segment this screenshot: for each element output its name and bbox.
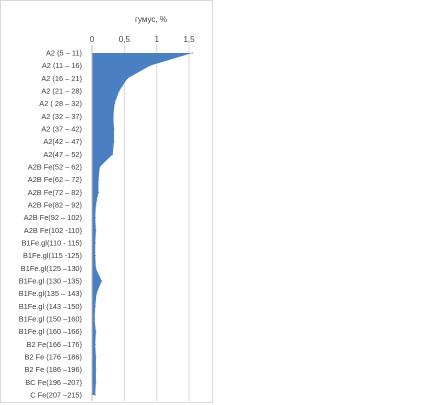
- x-tick-label: 1,5: [183, 35, 195, 44]
- category-label: A2 (16 – 21): [41, 74, 82, 83]
- category-label: A2(42 – 47): [43, 137, 82, 146]
- category-label: B1Fe.gl(135 – 143): [19, 289, 82, 298]
- chart-area: гумус, % 0 0,5 1 1,5 A2 (5 – 11) A2 (11 – 16…: [0, 0, 213, 403]
- chart-svg: гумус, % 0 0,5 1 1,5 A2 (5 – 11) A2 (11 – 16…: [19, 15, 195, 401]
- data-point: [126, 77, 129, 79]
- category-label: A2B Fe(82 – 92): [28, 201, 82, 210]
- category-label: A2 (11 – 16): [42, 61, 82, 70]
- data-point: [95, 267, 97, 269]
- data-point: [93, 318, 96, 320]
- data-point: [101, 280, 103, 282]
- category-label: A2B Fe(72 – 82): [28, 188, 82, 197]
- data-point: [94, 217, 96, 219]
- category-label: A2 (37 – 42): [41, 125, 82, 134]
- x-tick-label: 0: [90, 35, 95, 44]
- data-point: [99, 166, 101, 168]
- data-point: [95, 381, 97, 383]
- category-label: C Fe(207 –215): [30, 391, 82, 400]
- category-label: A2B Fe(52 – 62): [28, 163, 82, 172]
- data-point: [95, 331, 97, 333]
- x-tick-label: 1: [154, 35, 159, 44]
- data-point: [112, 153, 114, 155]
- data-point: [95, 356, 97, 358]
- category-labels: A2 (5 – 11) A2 (11 – 16) A2 (16 – 21) A2 (2…: [19, 49, 82, 400]
- category-label: A2B Fe(102 -110): [24, 226, 82, 235]
- category-label: A2(47 – 52): [43, 150, 82, 159]
- category-label: A2B Fe(92 – 102): [24, 213, 82, 222]
- category-label: B2 Fe(166 –176): [27, 340, 82, 349]
- category-label: B2 Fe (186 –196): [24, 365, 82, 374]
- data-point: [94, 394, 96, 396]
- data-point: [118, 90, 120, 92]
- x-tick-label: 0,5: [119, 35, 131, 44]
- data-point: [95, 229, 97, 231]
- data-point: [191, 52, 193, 54]
- category-label: A2 ( 28 – 32): [39, 99, 82, 108]
- chart-title: гумус, %: [135, 15, 167, 24]
- category-label: B1Fe.gl (160 –166): [19, 327, 82, 336]
- data-point: [94, 255, 96, 257]
- category-label: B2 Fe (176 –186): [24, 353, 82, 362]
- series-area: [92, 53, 193, 395]
- data-point: [94, 343, 96, 345]
- category-label: A2 (32 – 37): [41, 112, 82, 121]
- data-point: [94, 305, 96, 307]
- data-point: [95, 204, 97, 206]
- category-label: A2B Fe(62 – 72): [28, 175, 82, 184]
- category-label: B1Fe.gl (143 –150): [19, 302, 82, 311]
- category-label: A2 (21 – 28): [41, 87, 82, 96]
- category-label: B1Fe.gl(110 - 115): [21, 239, 82, 248]
- data-point: [149, 65, 151, 67]
- category-label: A2 (5 – 11): [46, 49, 82, 58]
- category-label: B1Fe.gl (130 –135): [19, 277, 82, 286]
- data-point: [112, 115, 114, 117]
- data-point: [97, 179, 100, 181]
- x-axis-ticks: 0 0,5 1 1,5: [90, 35, 195, 44]
- data-point: [94, 242, 96, 244]
- data-point: [114, 103, 116, 105]
- category-label: BC Fe(196 –207): [25, 378, 82, 387]
- area-layer: [92, 52, 193, 396]
- data-point: [95, 369, 97, 371]
- data-point: [95, 293, 98, 295]
- data-point: [113, 128, 115, 130]
- data-point: [97, 191, 100, 193]
- data-point: [113, 141, 115, 143]
- category-label: B1Fe.gl (150 –160): [19, 315, 82, 324]
- category-label: B1Fe.gl(115 -125): [23, 251, 82, 260]
- category-label: B1Fe.gl(125 –130): [21, 264, 82, 273]
